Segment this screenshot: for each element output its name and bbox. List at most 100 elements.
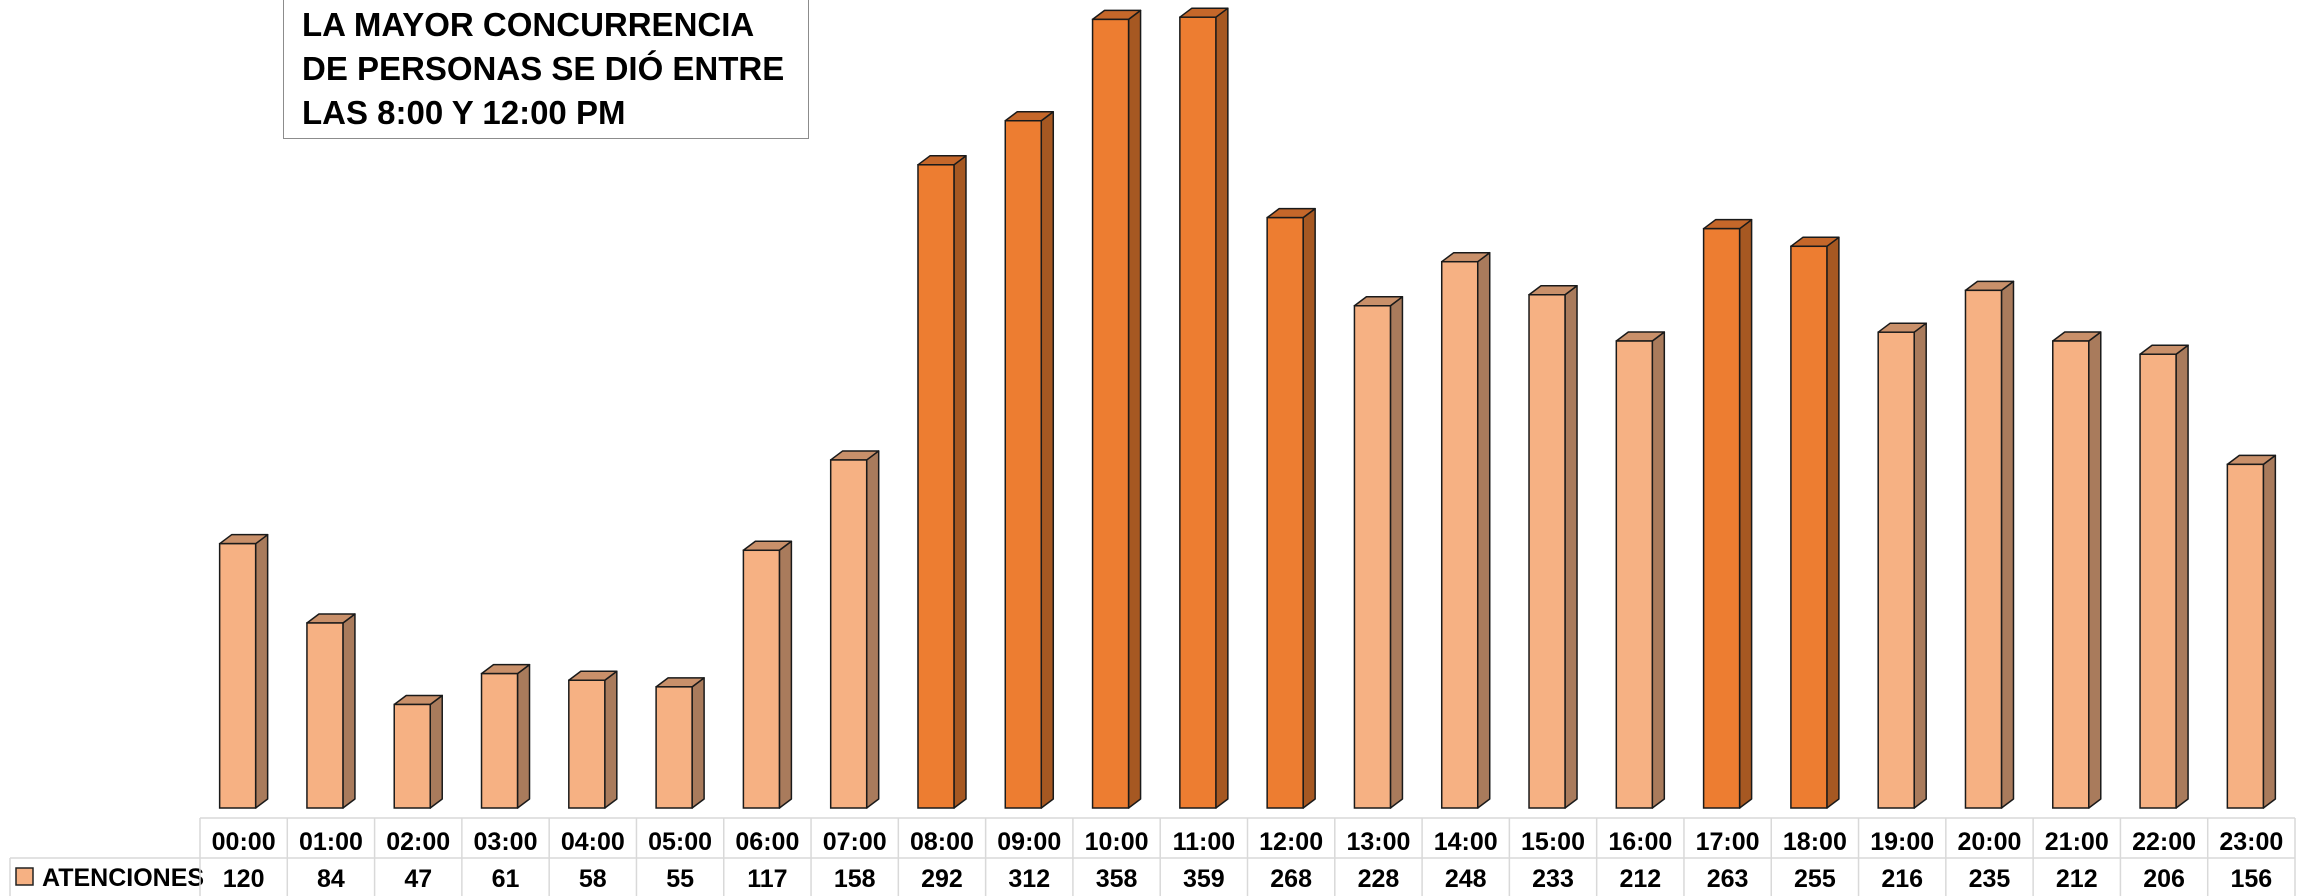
bar-00:00 <box>218 533 269 809</box>
bar-side <box>1913 322 1927 809</box>
bar-front <box>2139 353 2177 809</box>
bar-02:00 <box>393 694 443 809</box>
value-label-02:00: 47 <box>404 865 432 893</box>
data-table: ATENCIONES 00:00 120 01:00 84 02:00 47 03:00 61… <box>9 817 2296 896</box>
bar-14:00 <box>1440 251 1491 809</box>
value-label-12:00: 268 <box>1270 865 1312 893</box>
tick-label-05:00: 05:00 <box>648 828 712 856</box>
tick-label-03:00: 03:00 <box>474 828 538 856</box>
bar-08:00 <box>917 155 967 809</box>
tick-label-11:00: 11:00 <box>1173 828 1236 856</box>
value-label-19:00: 216 <box>1881 865 1923 893</box>
value-label-01:00: 84 <box>317 865 345 893</box>
value-label-21:00: 212 <box>2056 865 2098 893</box>
bar-side <box>778 540 793 809</box>
value-label-00:00: 120 <box>223 865 265 893</box>
tick-label-22:00: 22:00 <box>2132 828 2196 856</box>
bar-front <box>1964 289 2003 809</box>
tick-label-07:00: 07:00 <box>823 828 887 856</box>
bar-side <box>2088 331 2102 809</box>
value-label-20:00: 235 <box>1969 865 2011 893</box>
value-label-22:00: 206 <box>2143 865 2185 893</box>
bar-18:00 <box>1790 236 1840 809</box>
bar-front <box>1702 227 1741 809</box>
value-label-17:00: 263 <box>1707 865 1749 893</box>
bars-group <box>218 7 2277 809</box>
bar-side <box>254 533 269 809</box>
tick-label-00:00: 00:00 <box>212 828 276 856</box>
bar-21:00 <box>2052 331 2102 809</box>
value-label-09:00: 312 <box>1008 865 1050 893</box>
legend-series-name: ATENCIONES <box>42 864 204 892</box>
tick-label-20:00: 20:00 <box>1958 828 2022 856</box>
value-label-16:00: 212 <box>1619 865 1661 893</box>
bar-side <box>1826 236 1840 809</box>
bar-side <box>1302 207 1316 809</box>
bar-side <box>2000 280 2015 809</box>
bar-front <box>1877 331 1915 809</box>
bar-side <box>1215 7 1229 809</box>
bar-front <box>1091 18 1130 809</box>
value-label-07:00: 158 <box>834 865 876 893</box>
bar-23:00 <box>2226 454 2277 809</box>
tick-label-21:00: 21:00 <box>2045 828 2109 856</box>
annotation-box: LA MAYOR CONCURRENCIA DE PERSONAS SE DIÓ… <box>283 0 809 139</box>
bar-17:00 <box>1702 218 1753 809</box>
tick-label-23:00: 23:00 <box>2219 828 2283 856</box>
bar-front <box>917 164 955 809</box>
bar-front <box>1179 16 1217 809</box>
value-label-06:00: 117 <box>747 865 787 893</box>
bar-side <box>1738 218 1753 809</box>
tick-label-02:00: 02:00 <box>386 828 450 856</box>
bar-front <box>2226 463 2265 809</box>
bar-front <box>1353 305 1392 809</box>
bar-side <box>691 677 705 809</box>
tick-label-14:00: 14:00 <box>1434 828 1498 856</box>
bar-side <box>516 663 531 809</box>
bar-13:00 <box>1353 296 1404 809</box>
annotation-text: LA MAYOR CONCURRENCIA DE PERSONAS SE DIÓ… <box>302 6 785 131</box>
value-label-04:00: 58 <box>579 865 607 893</box>
value-label-08:00: 292 <box>921 865 963 893</box>
bar-side <box>429 694 443 809</box>
bar-22:00 <box>2139 344 2189 809</box>
value-label-18:00: 255 <box>1794 865 1836 893</box>
tick-label-15:00: 15:00 <box>1521 828 1585 856</box>
tick-label-01:00: 01:00 <box>299 828 363 856</box>
bar-front <box>1440 260 1479 809</box>
bar-side <box>1127 9 1142 809</box>
bar-side <box>2175 344 2189 809</box>
bar-09:00 <box>1004 110 1055 809</box>
bar-07:00 <box>829 450 880 809</box>
bar-side <box>865 450 880 809</box>
bar-19:00 <box>1877 322 1927 809</box>
bar-04:00 <box>568 670 618 809</box>
value-label-14:00: 248 <box>1445 865 1487 893</box>
bar-front <box>655 686 693 809</box>
bar-side <box>1651 331 1666 809</box>
tick-label-09:00: 09:00 <box>997 828 1061 856</box>
bar-front <box>306 622 344 809</box>
bar-front <box>1266 216 1304 809</box>
tick-label-12:00: 12:00 <box>1259 828 1323 856</box>
tick-label-04:00: 04:00 <box>561 828 625 856</box>
bar-side <box>1476 251 1491 809</box>
bar-front <box>1528 294 1566 809</box>
bar-10:00 <box>1091 9 1142 809</box>
bar-front <box>2052 340 2090 809</box>
bar-front <box>742 549 781 809</box>
bar-03:00 <box>480 663 531 809</box>
value-label-10:00: 358 <box>1096 865 1138 893</box>
bar-front <box>568 679 606 809</box>
bar-side <box>953 155 967 809</box>
bar-side <box>1040 110 1055 809</box>
bar-front <box>1004 119 1043 809</box>
value-label-23:00: 156 <box>2230 865 2272 893</box>
bar-front <box>1615 340 1654 809</box>
tick-label-18:00: 18:00 <box>1783 828 1847 856</box>
bar-12:00 <box>1266 207 1316 809</box>
tick-label-17:00: 17:00 <box>1696 828 1760 856</box>
bar-16:00 <box>1615 331 1666 809</box>
tick-label-08:00: 08:00 <box>910 828 974 856</box>
